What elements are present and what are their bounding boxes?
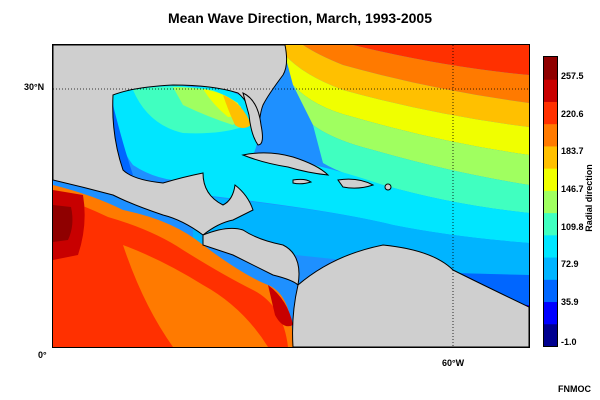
colorbar-band bbox=[544, 234, 557, 258]
colorbar-tick-label: 183.7 bbox=[561, 146, 584, 156]
colorbar-band bbox=[544, 212, 557, 236]
colorbar-band bbox=[544, 323, 557, 346]
lat-label-30n: 30°N bbox=[24, 82, 45, 92]
colorbar-tick-label: 257.5 bbox=[561, 71, 584, 81]
colorbar-band bbox=[544, 101, 557, 125]
colorbar-band bbox=[544, 123, 557, 147]
colorbar-band bbox=[544, 301, 557, 325]
band-mint bbox=[313, 125, 529, 213]
band-cyan bbox=[203, 154, 529, 243]
jamaica-island bbox=[292, 178, 313, 185]
colorbar-band bbox=[544, 257, 557, 280]
colorbar-tick-label: 72.9 bbox=[561, 259, 579, 269]
band-lime bbox=[293, 85, 529, 185]
colorbar-tick-label: 146.7 bbox=[561, 184, 584, 194]
colorbar-tick-label: -1.0 bbox=[561, 337, 577, 347]
credit-label: FNMOC bbox=[558, 384, 591, 394]
band-amber bbox=[285, 45, 529, 127]
colorbar-band bbox=[544, 190, 557, 214]
map-panel bbox=[52, 44, 530, 348]
band-red bbox=[353, 45, 529, 75]
colorbar-tick-label: 220.6 bbox=[561, 109, 584, 119]
wave-direction-map bbox=[53, 45, 529, 347]
band-orange bbox=[303, 45, 529, 103]
band-sky bbox=[193, 195, 529, 275]
colorbar-band bbox=[544, 145, 557, 169]
colorbar-band bbox=[544, 168, 557, 191]
lon-label-60w: 60°W bbox=[442, 358, 465, 368]
florida-land bbox=[242, 92, 263, 146]
puerto-rico-island bbox=[384, 183, 392, 191]
cuba-island bbox=[241, 152, 330, 176]
colorbar-title: Radial direction bbox=[584, 164, 594, 232]
chart-title: Mean Wave Direction, March, 1993-2005 bbox=[167, 10, 433, 26]
pacific-orange-inner bbox=[123, 245, 268, 347]
colorbar-tick-label: 109.8 bbox=[561, 222, 584, 232]
colorbar-band bbox=[544, 57, 557, 80]
pacific-coast-red bbox=[268, 285, 293, 327]
colorbar-band bbox=[544, 79, 557, 102]
lat-label-0: 0° bbox=[38, 350, 47, 360]
hispaniola-island bbox=[337, 178, 375, 189]
colorbar-band bbox=[544, 279, 557, 303]
band-yellow bbox=[285, 55, 529, 155]
pacific-maroon bbox=[53, 205, 73, 242]
colorbar-svg bbox=[544, 57, 557, 346]
colorbar-tick-label: 35.9 bbox=[561, 297, 579, 307]
colorbar bbox=[543, 56, 558, 347]
gulf-amber bbox=[223, 95, 251, 128]
